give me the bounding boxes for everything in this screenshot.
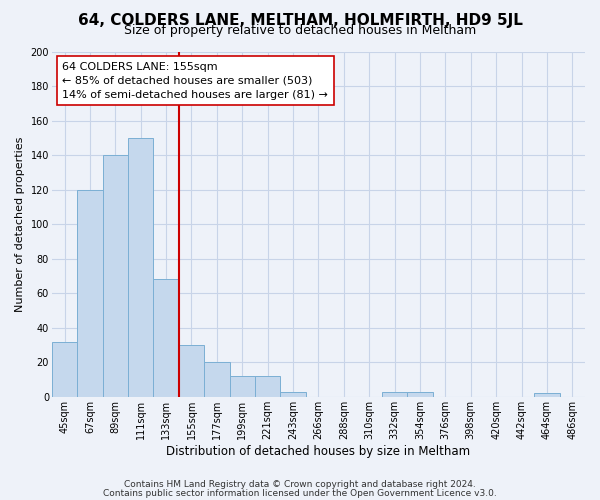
Bar [179, 345, 204, 397]
Bar [204, 362, 230, 397]
Bar [407, 392, 433, 397]
X-axis label: Distribution of detached houses by size in Meltham: Distribution of detached houses by size … [166, 444, 470, 458]
Bar [382, 392, 407, 397]
Bar [52, 342, 77, 397]
Bar [128, 138, 154, 397]
Bar [154, 280, 179, 397]
Bar [103, 155, 128, 397]
Text: Contains HM Land Registry data © Crown copyright and database right 2024.: Contains HM Land Registry data © Crown c… [124, 480, 476, 489]
Bar [230, 376, 255, 397]
Text: Size of property relative to detached houses in Meltham: Size of property relative to detached ho… [124, 24, 476, 37]
Bar [280, 392, 306, 397]
Bar [77, 190, 103, 397]
Text: 64 COLDERS LANE: 155sqm
← 85% of detached houses are smaller (503)
14% of semi-d: 64 COLDERS LANE: 155sqm ← 85% of detache… [62, 62, 328, 100]
Bar [255, 376, 280, 397]
Y-axis label: Number of detached properties: Number of detached properties [15, 136, 25, 312]
Text: Contains public sector information licensed under the Open Government Licence v3: Contains public sector information licen… [103, 488, 497, 498]
Bar [534, 394, 560, 397]
Text: 64, COLDERS LANE, MELTHAM, HOLMFIRTH, HD9 5JL: 64, COLDERS LANE, MELTHAM, HOLMFIRTH, HD… [77, 12, 523, 28]
